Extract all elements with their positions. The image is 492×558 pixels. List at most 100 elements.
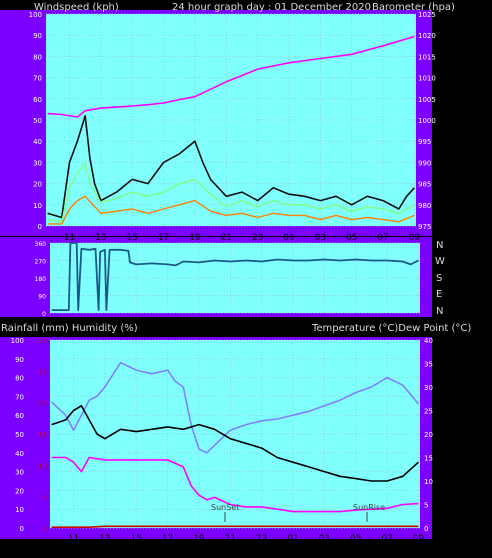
rainfall-tick: 30 [38,337,47,345]
axis-tick-labels: 0102030405060708090100975980985990995100… [11,11,436,544]
wind-x-tick: 01 [283,233,294,243]
barometer-line [47,35,415,118]
temperature-tick: 25 [424,408,433,416]
temperature-tick: 35 [424,361,433,369]
windspeed-tick: 20 [33,181,42,189]
windspeed-tick: 70 [33,75,42,83]
rainfall-tick: 15 [38,431,47,439]
barometer-tick: 975 [418,223,431,231]
temp-x-tick: 17 [162,534,173,544]
humidity-line [51,361,420,454]
windspeed-tick: 80 [33,53,42,61]
wind-x-tick: 23 [252,233,263,243]
windspeed-tick: 30 [33,159,42,167]
direction-tick: 360 [35,241,47,248]
humidity-tick: 30 [15,469,24,477]
barometer-tick: 1025 [418,11,436,19]
barometer-tick: 1000 [418,117,436,125]
direction-tick: 180 [35,276,47,283]
wind-x-tick: 05 [346,233,357,243]
temp-x-tick: 07 [381,534,392,544]
dir-label-n-bottom: N [436,306,443,317]
humidity-tick: 70 [15,393,24,401]
rainfall-tick: 5 [43,494,47,502]
wind-x-tick: 03 [315,233,326,243]
wind-x-tick: 15 [127,233,138,243]
temp-x-tick: 11 [68,534,79,544]
wind-direction-line [51,242,419,312]
wind-low-line [47,195,415,225]
windspeed-axis-title: Windspeed (kph) [34,2,119,13]
temperature-line [51,404,419,482]
temp-x-tick: 03 [319,534,330,544]
rainfall-tick: 10 [38,462,47,470]
wind-x-tick: 21 [221,233,232,243]
barometer-tick: 1020 [418,32,436,40]
wind-gust-line [47,115,415,219]
direction-tick: 90 [38,294,46,301]
wind-baro-plot [46,14,416,226]
chart-title: 24 hour graph day : 01 December 2020 [172,2,371,13]
wind-x-tick: 09 [409,233,421,243]
temperature-tick: 10 [424,478,433,486]
wind-x-tick: 17 [158,233,169,243]
wind-x-tick: 13 [95,233,106,243]
barometer-axis-title: Barometer (hpa) [372,2,455,13]
barometer-tick: 980 [418,202,431,210]
humidity-tick: 50 [15,431,24,439]
windspeed-tick: 60 [33,96,42,104]
wind-x-tick: 11 [64,233,75,243]
temp-humidity-plot [50,340,420,528]
temperature-tick: 5 [424,502,428,510]
temp-dewpoint-axis-title: Temperature (°C)Dew Point (°C) [311,323,471,334]
direction-tick: 270 [35,259,47,266]
wind-direction-plot [50,243,420,313]
humidity-tick: 60 [15,412,24,420]
sunset-label: SunSet [211,503,239,512]
rain-humidity-axis-title: Rainfall (mm) Humidity (%) [1,323,138,334]
humidity-tick: 20 [15,487,24,495]
temp-x-tick: 15 [131,534,142,544]
barometer-tick: 1010 [418,75,436,83]
dir-label-w: W [435,256,445,267]
windspeed-tick: 50 [33,117,42,125]
dewpoint-line [51,456,419,513]
wind-baro-series [47,35,415,225]
humidity-tick: 90 [15,356,24,364]
barometer-tick: 990 [418,159,431,167]
barometer-tick: 1015 [418,53,436,61]
temp-x-tick: 01 [287,534,298,544]
temp-x-tick: 13 [99,534,110,544]
sunrise-label: SunRise [353,503,385,512]
rainfall-line [51,525,419,529]
windspeed-tick: 100 [29,11,42,19]
wind-baro-grid [46,13,416,227]
temp-x-tick: 21 [225,534,236,544]
temp-x-tick: 23 [256,534,267,544]
humidity-tick: 40 [15,450,24,458]
temperature-tick: 30 [424,384,433,392]
windspeed-tick: 10 [33,202,42,210]
temperature-tick: 20 [424,431,433,439]
temp-humidity-series [51,361,420,529]
temp-x-tick: 09 [413,534,425,544]
rainfall-tick: 20 [38,400,47,408]
wind-x-tick: 19 [189,233,201,243]
temp-x-tick: 05 [350,534,361,544]
rainfall-tick: 0 [43,525,47,533]
temperature-tick: 15 [424,455,433,463]
barometer-tick: 1005 [418,96,436,104]
barometer-tick: 985 [418,181,431,189]
dir-label-n-top: N [436,240,443,251]
wind-average-line [47,161,415,223]
humidity-tick: 10 [15,506,24,514]
barometer-tick: 995 [418,138,431,146]
temp-humidity-grid [50,339,420,529]
temperature-tick: 0 [424,525,428,533]
windspeed-tick: 0 [38,223,42,231]
direction-tick: 0 [42,311,46,318]
humidity-tick: 0 [20,525,24,533]
windspeed-tick: 90 [33,32,42,40]
